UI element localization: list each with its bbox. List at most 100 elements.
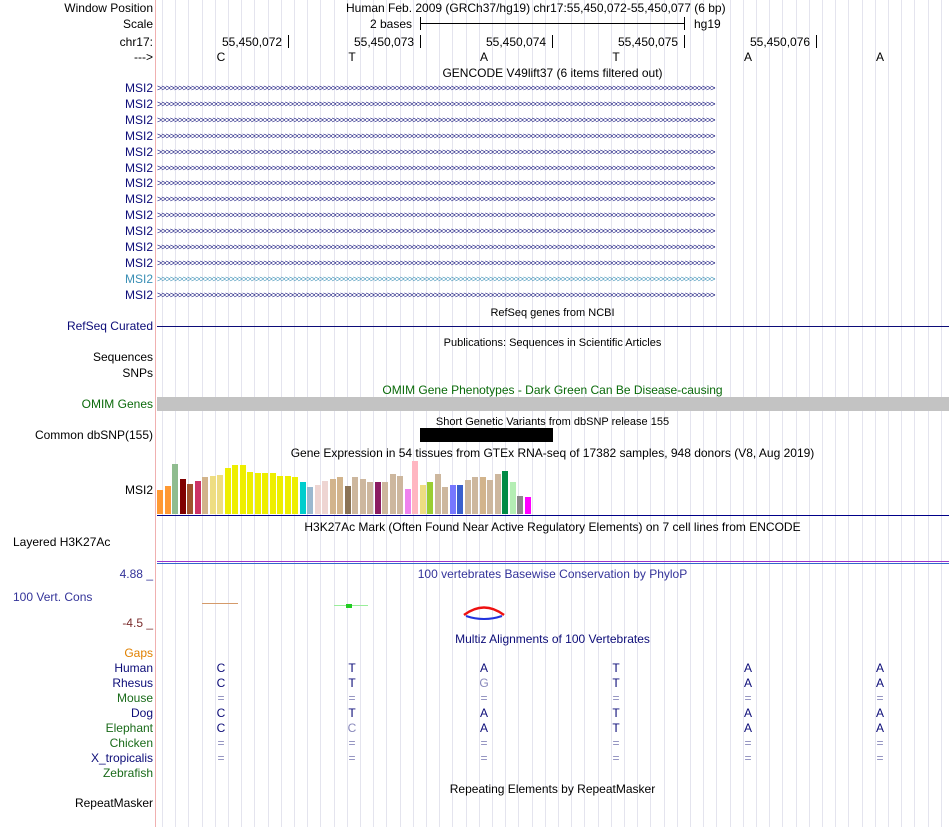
gencode-transcript-label[interactable]: MSI2 — [124, 176, 153, 190]
snps-label[interactable]: SNPs — [122, 366, 153, 380]
gencode-transcript-label[interactable]: MSI2 — [124, 224, 153, 238]
omim-label[interactable]: OMIM Genes — [81, 397, 153, 411]
gencode-transcript-label[interactable]: MSI2 — [124, 240, 153, 254]
gtex-tissue-bar[interactable] — [510, 482, 516, 514]
gtex-tissue-bar[interactable] — [165, 486, 171, 514]
gtex-tissue-bar[interactable] — [405, 489, 411, 514]
gtex-tissue-bar[interactable] — [180, 479, 186, 514]
gencode-transcript-label[interactable]: MSI2 — [124, 256, 153, 270]
multiz-species-label[interactable]: Dog — [130, 706, 153, 720]
gencode-transcript-arrows[interactable]: >>>>>>>>>>>>>>>>>>>>>>>>>>>>>>>>>>>>>>>>… — [157, 275, 716, 283]
gencode-transcript-label[interactable]: MSI2 — [124, 97, 153, 111]
gencode-transcript-label[interactable]: MSI2 — [124, 113, 153, 127]
gtex-tissue-bar[interactable] — [307, 487, 313, 514]
gtex-tissue-bar[interactable] — [337, 477, 343, 514]
gencode-transcript-arrows[interactable]: >>>>>>>>>>>>>>>>>>>>>>>>>>>>>>>>>>>>>>>>… — [157, 259, 716, 267]
gencode-transcript-label[interactable]: MSI2 — [124, 288, 153, 302]
gtex-tissue-bar[interactable] — [412, 461, 418, 514]
multiz-species-label[interactable]: Elephant — [105, 721, 153, 735]
gtex-tissue-bar[interactable] — [285, 476, 291, 514]
gtex-tissue-bar[interactable] — [232, 465, 238, 514]
repeatmasker-track-title[interactable]: Repeating Elements by RepeatMasker — [449, 782, 656, 796]
gtex-tissue-bar[interactable] — [300, 482, 306, 514]
gencode-transcript-arrows[interactable]: >>>>>>>>>>>>>>>>>>>>>>>>>>>>>>>>>>>>>>>>… — [157, 211, 716, 219]
sequences-label[interactable]: Sequences — [92, 350, 153, 364]
gtex-tissue-bar[interactable] — [367, 482, 373, 514]
gtex-tissue-bar[interactable] — [442, 487, 448, 514]
gtex-tissue-bar[interactable] — [322, 481, 328, 514]
gencode-transcript-arrows[interactable]: >>>>>>>>>>>>>>>>>>>>>>>>>>>>>>>>>>>>>>>>… — [157, 195, 716, 203]
gencode-transcript-arrows[interactable]: >>>>>>>>>>>>>>>>>>>>>>>>>>>>>>>>>>>>>>>>… — [157, 116, 716, 124]
gtex-tissue-bar[interactable] — [225, 468, 231, 514]
gencode-transcript-label[interactable]: MSI2 — [124, 192, 153, 206]
gtex-track-title[interactable]: Gene Expression in 54 tissues from GTEx … — [290, 446, 815, 460]
refseq-label[interactable]: RefSeq Curated — [66, 319, 153, 333]
gtex-tissue-bar[interactable] — [517, 496, 523, 514]
gencode-transcript-arrows[interactable]: >>>>>>>>>>>>>>>>>>>>>>>>>>>>>>>>>>>>>>>>… — [157, 227, 716, 235]
phylop-track-title[interactable]: 100 vertebrates Basewise Conservation by… — [417, 567, 688, 581]
gtex-tissue-bar[interactable] — [330, 479, 336, 514]
gencode-transcript-label[interactable]: MSI2 — [124, 161, 153, 175]
gtex-tissue-bar[interactable] — [270, 473, 276, 514]
gtex-tissue-bar[interactable] — [457, 485, 463, 514]
gencode-transcript-arrows[interactable]: >>>>>>>>>>>>>>>>>>>>>>>>>>>>>>>>>>>>>>>>… — [157, 291, 716, 299]
gtex-tissue-bar[interactable] — [450, 485, 456, 514]
gtex-tissue-bar[interactable] — [487, 480, 493, 514]
gtex-tissue-bar[interactable] — [210, 476, 216, 514]
gtex-tissue-bar[interactable] — [277, 476, 283, 514]
gtex-tissue-bar[interactable] — [427, 482, 433, 514]
gtex-tissue-bar[interactable] — [217, 475, 223, 514]
gtex-tissue-bar[interactable] — [292, 477, 298, 514]
gencode-transcript-arrows[interactable]: >>>>>>>>>>>>>>>>>>>>>>>>>>>>>>>>>>>>>>>>… — [157, 243, 716, 251]
gencode-transcript-label[interactable]: MSI2 — [124, 145, 153, 159]
dbsnp-label[interactable]: Common dbSNP(155) — [34, 428, 153, 442]
gencode-transcript-label[interactable]: MSI2 — [124, 208, 153, 222]
gtex-tissue-bar[interactable] — [172, 464, 178, 514]
multiz-species-label[interactable]: Chicken — [109, 736, 153, 750]
refseq-feature-line[interactable] — [157, 326, 949, 327]
multiz-species-label[interactable]: Human — [114, 661, 153, 675]
gencode-transcript-arrows[interactable]: >>>>>>>>>>>>>>>>>>>>>>>>>>>>>>>>>>>>>>>>… — [157, 84, 716, 92]
gtex-tissue-bar[interactable] — [240, 465, 246, 514]
gtex-tissue-bar[interactable] — [390, 474, 396, 514]
gtex-tissue-bar[interactable] — [502, 471, 508, 514]
phylop-label[interactable]: 100 Vert. Cons — [13, 590, 93, 604]
gencode-track-title[interactable]: GENCODE V49lift37 (6 items filtered out) — [442, 66, 663, 80]
refseq-track-title[interactable]: RefSeq genes from NCBI — [490, 307, 615, 319]
gencode-transcript-label[interactable]: MSI2 — [124, 81, 153, 95]
gtex-tissue-bar[interactable] — [202, 477, 208, 514]
omim-feature-bar[interactable] — [157, 397, 949, 411]
gencode-transcript-arrows[interactable]: >>>>>>>>>>>>>>>>>>>>>>>>>>>>>>>>>>>>>>>>… — [157, 100, 716, 108]
repeatmasker-label[interactable]: RepeatMasker — [74, 796, 153, 810]
gtex-tissue-bar[interactable] — [420, 485, 426, 514]
gtex-tissue-bar[interactable] — [157, 490, 163, 514]
gtex-tissue-bar[interactable] — [472, 477, 478, 514]
gtex-tissue-bar[interactable] — [382, 482, 388, 514]
gtex-tissue-bar[interactable] — [435, 474, 441, 514]
multiz-species-label[interactable]: X_tropicalis — [90, 751, 153, 765]
gtex-tissue-bar[interactable] — [195, 481, 201, 514]
gtex-tissue-bar[interactable] — [525, 497, 531, 514]
gtex-tissue-bar[interactable] — [480, 477, 486, 514]
dbsnp-track-title[interactable]: Short Genetic Variants from dbSNP releas… — [435, 416, 670, 428]
gtex-bar-chart[interactable] — [157, 461, 537, 514]
gencode-transcript-arrows[interactable]: >>>>>>>>>>>>>>>>>>>>>>>>>>>>>>>>>>>>>>>>… — [157, 164, 716, 172]
gtex-tissue-bar[interactable] — [315, 485, 321, 514]
gtex-gene-label[interactable]: MSI2 — [124, 483, 153, 497]
gencode-transcript-label[interactable]: MSI2 — [124, 272, 153, 286]
gtex-tissue-bar[interactable] — [360, 479, 366, 514]
gencode-transcript-arrows[interactable]: >>>>>>>>>>>>>>>>>>>>>>>>>>>>>>>>>>>>>>>>… — [157, 132, 716, 140]
dbsnp-variant-block[interactable] — [420, 428, 553, 442]
gtex-tissue-bar[interactable] — [495, 474, 501, 514]
gencode-transcript-arrows[interactable]: >>>>>>>>>>>>>>>>>>>>>>>>>>>>>>>>>>>>>>>>… — [157, 179, 716, 187]
gtex-tissue-bar[interactable] — [352, 477, 358, 514]
multiz-species-label[interactable]: Rhesus — [112, 676, 153, 690]
gencode-transcript-label[interactable]: MSI2 — [124, 129, 153, 143]
gtex-tissue-bar[interactable] — [345, 486, 351, 514]
multiz-species-label[interactable]: Mouse — [116, 691, 153, 705]
gtex-tissue-bar[interactable] — [375, 482, 381, 514]
publications-track-title[interactable]: Publications: Sequences in Scientific Ar… — [443, 337, 662, 349]
gtex-tissue-bar[interactable] — [255, 473, 261, 514]
multiz-gaps-label[interactable]: Gaps — [124, 646, 153, 660]
gencode-transcript-arrows[interactable]: >>>>>>>>>>>>>>>>>>>>>>>>>>>>>>>>>>>>>>>>… — [157, 148, 716, 156]
